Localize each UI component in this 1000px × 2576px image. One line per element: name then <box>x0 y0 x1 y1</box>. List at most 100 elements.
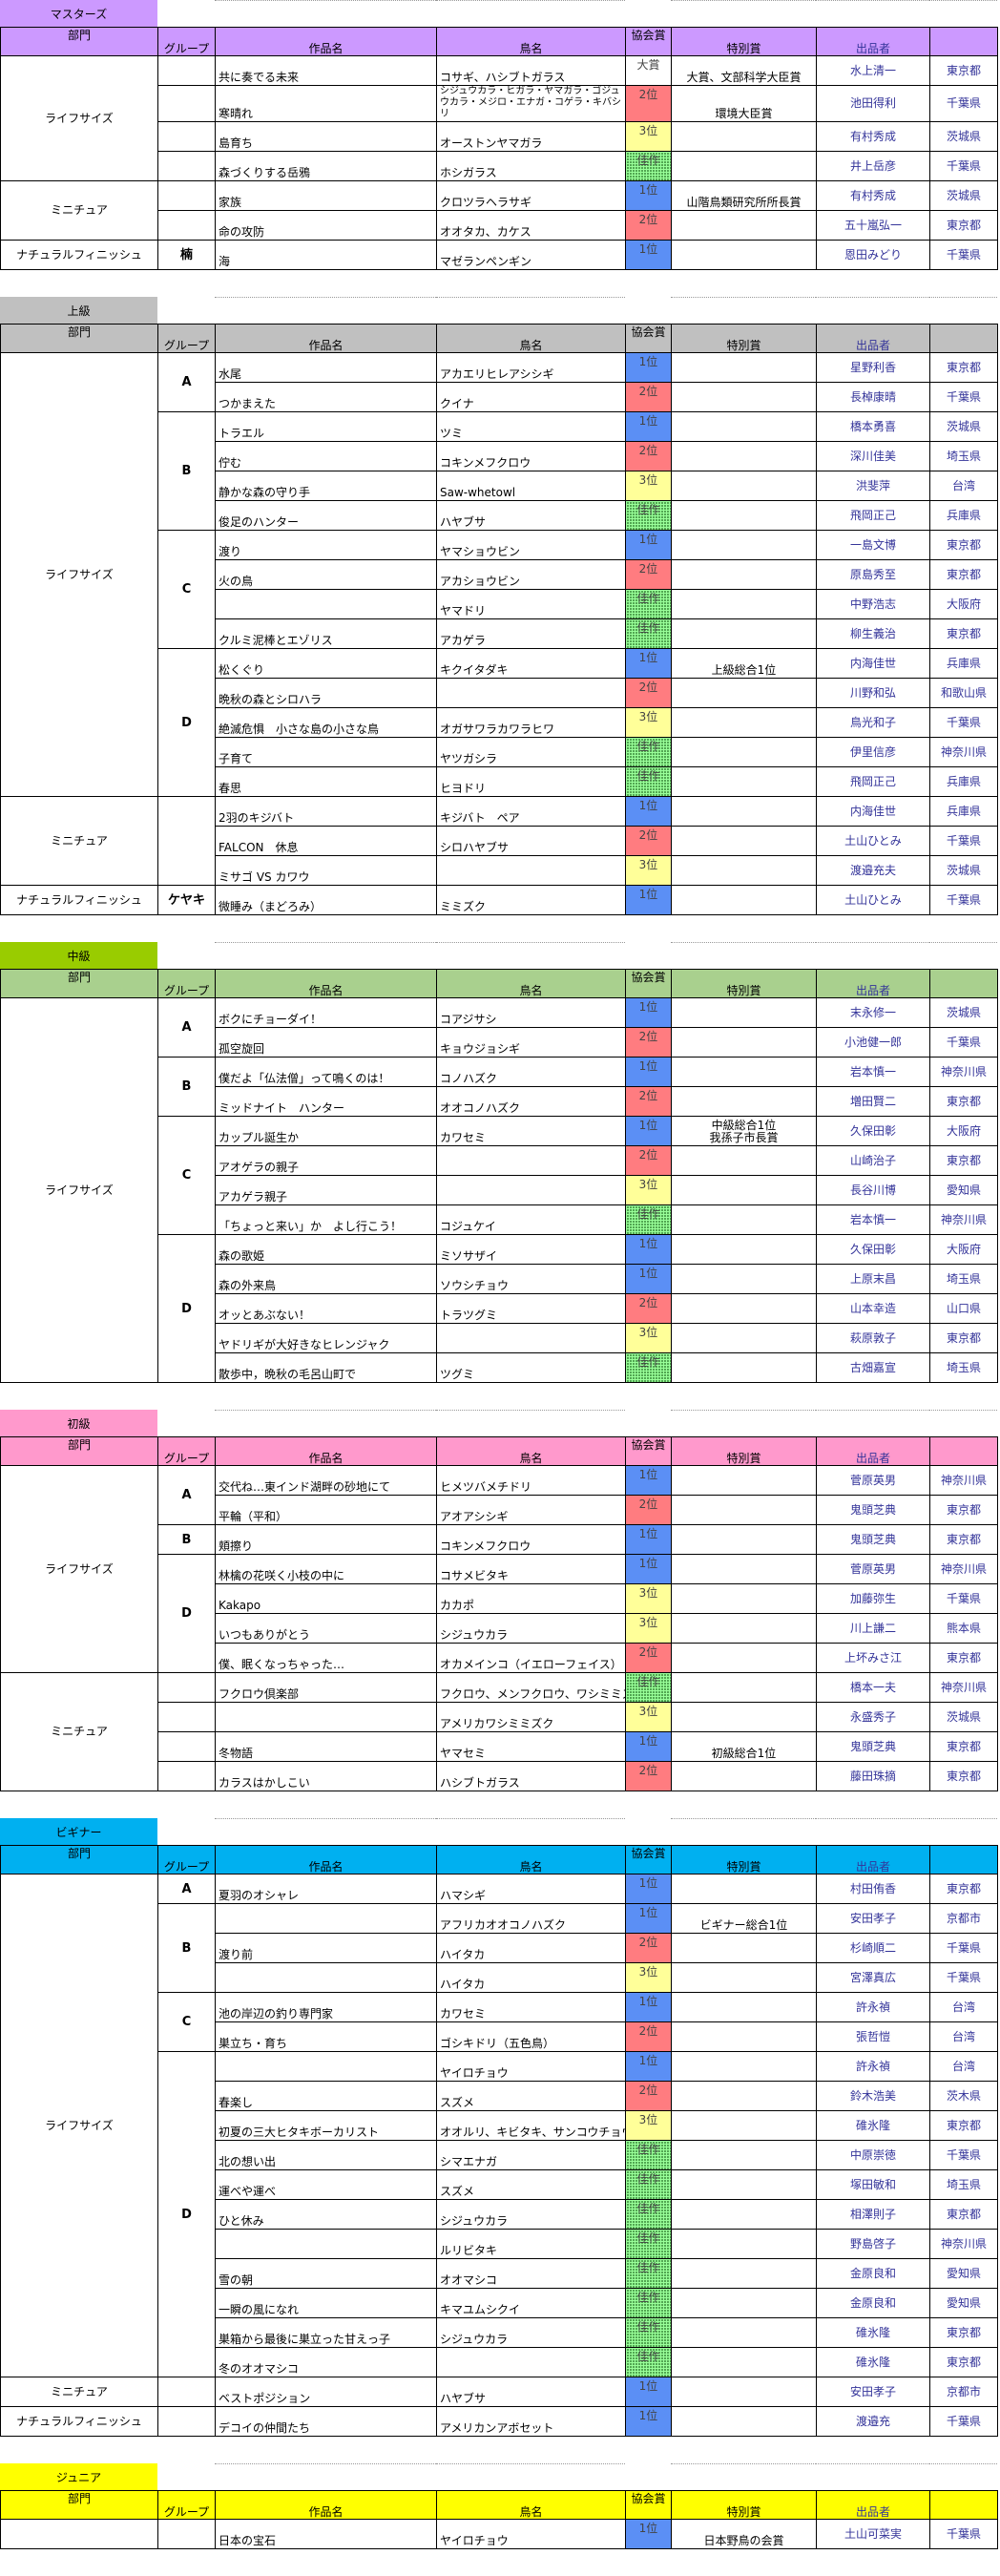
special-cell <box>671 2347 817 2377</box>
award-cell: 1位 <box>625 2519 672 2549</box>
award-cell: 3位 <box>625 1323 672 1353</box>
award-cell: 1位 <box>625 648 672 679</box>
bird-cell: オオタカ、カケス <box>436 210 626 241</box>
award-cell: 2位 <box>625 382 672 412</box>
title-cell: フクロウ倶楽部 <box>215 1672 437 1703</box>
special-cell <box>671 352 817 383</box>
title-row-blank <box>929 1410 997 1436</box>
special-cell <box>671 1583 817 1614</box>
award-cell: 佳作 <box>625 618 672 649</box>
pref-cell: 千葉県 <box>929 2140 998 2170</box>
title-row-blank <box>625 942 671 968</box>
group-cell: D <box>157 1234 216 1383</box>
award-cell: 2位 <box>625 85 672 122</box>
bird-cell: コサギ、ハシブトガラス <box>436 55 626 86</box>
bird-cell: ミミズク <box>436 885 626 915</box>
bird-cell: コキンメフクロウ <box>436 441 626 471</box>
entrant-cell: 鈴木浩美 <box>816 2081 930 2111</box>
header-pref <box>929 1845 998 1874</box>
pref-cell: 東京都 <box>929 352 998 383</box>
title-row-blank <box>215 2463 436 2490</box>
entrant-cell: 萩原敦子 <box>816 1323 930 1353</box>
title-cell: 春思 <box>215 766 437 797</box>
title-cell: トラエル <box>215 411 437 442</box>
special-cell <box>671 1962 817 1993</box>
entrant-cell: 土山ひとみ <box>816 885 930 915</box>
title-cell: 交代ね…東インド湖畔の砂地にて <box>215 1465 437 1496</box>
bird-cell <box>436 1323 626 1353</box>
special-cell <box>671 530 817 560</box>
award-cell: 1位 <box>625 411 672 442</box>
title-row-blank <box>625 0 671 26</box>
special-cell: 上級総合1位 <box>671 648 817 679</box>
pref-cell: 埼玉県 <box>929 1352 998 1383</box>
header-group: グループ <box>157 324 216 353</box>
title-cell: FALCON 休息 <box>215 826 437 856</box>
pref-cell: 埼玉県 <box>929 441 998 471</box>
title-row-blank <box>816 1410 929 1436</box>
pref-cell: 東京都 <box>929 1731 998 1762</box>
award-cell: 1位 <box>625 1874 672 1904</box>
title-cell: 僕、眠くなっちゃった… <box>215 1643 437 1673</box>
pref-cell: 埼玉県 <box>929 1264 998 1294</box>
special-cell <box>671 1554 817 1584</box>
bird-cell: オガサワラカワラヒワ <box>436 707 626 738</box>
title-cell <box>215 589 437 619</box>
bird-cell: シジュウカラ <box>436 2317 626 2348</box>
bird-cell: Saw-whetowl <box>436 471 626 501</box>
special-cell: 環境大臣賞 <box>671 85 817 122</box>
title-cell: 林檎の花咲く小枝の中に <box>215 1554 437 1584</box>
pref-cell: 神奈川県 <box>929 1672 998 1703</box>
pref-cell: 千葉県 <box>929 1027 998 1058</box>
award-cell: 1位 <box>625 885 672 915</box>
award-cell: 3位 <box>625 1613 672 1644</box>
special-cell <box>671 2406 817 2437</box>
entrant-cell: 水上清一 <box>816 55 930 86</box>
special-cell <box>671 2081 817 2111</box>
bird-cell: ヤツガシラ <box>436 737 626 767</box>
pref-cell: 東京都 <box>929 559 998 590</box>
special-cell <box>671 1613 817 1644</box>
bird-cell: ハシブトガラス <box>436 1761 626 1791</box>
special-cell <box>671 1086 817 1117</box>
pref-cell: 兵庫県 <box>929 500 998 531</box>
entrant-cell: 許永禎 <box>816 1992 930 2022</box>
entry-row: アオゲラの親子 2位 山崎治子 東京都 <box>1 1145 998 1176</box>
entrant-cell: 有村秀成 <box>816 121 930 152</box>
special-cell <box>671 678 817 708</box>
header-dept: 部門 <box>0 324 158 353</box>
section-title: ジュニア <box>0 2463 157 2490</box>
award-cell: 佳作 <box>625 1672 672 1703</box>
title-cell: Kakapo <box>215 1583 437 1614</box>
entrant-cell: 中野浩志 <box>816 589 930 619</box>
special-cell <box>671 1204 817 1235</box>
title-row-blank <box>929 0 997 27</box>
bird-cell: ヤイロチョウ <box>436 2051 626 2082</box>
group-cell: B <box>157 1903 216 1993</box>
entrant-cell: 山本幸造 <box>816 1293 930 1324</box>
section-4: ビギナー 部門 グループ 作品名 鳥名 協会賞 特別賞 出品者 ライフサイズ A 夏羽のオシャレ ハマ… <box>0 1818 998 2437</box>
special-cell <box>671 1992 817 2022</box>
award-cell: 2位 <box>625 2081 672 2111</box>
entrant-cell: 碓氷隆 <box>816 2347 930 2377</box>
pref-cell: 茨木県 <box>929 2081 998 2111</box>
entry-row: ヤマドリ 佳作 中野浩志 大阪府 <box>1 589 998 619</box>
pref-cell: 京都市 <box>929 2377 998 2407</box>
special-cell <box>671 766 817 797</box>
header-special: 特別賞 <box>671 969 817 998</box>
award-cell: 1位 <box>625 1554 672 1584</box>
pref-cell: 兵庫県 <box>929 648 998 679</box>
entry-row: ルリビタキ 佳作 野島啓子 神奈川県 <box>1 2229 998 2259</box>
entrant-cell: 永盛秀子 <box>816 1702 930 1732</box>
title-row-blank <box>436 2463 625 2490</box>
header-entrant: 出品者 <box>816 324 930 353</box>
header-award: 協会賞 <box>625 1436 672 1466</box>
group-cell <box>157 210 216 241</box>
pref-cell: 東京都 <box>929 210 998 241</box>
title-cell: 運べや運べ <box>215 2169 437 2200</box>
special-cell <box>671 1874 817 1904</box>
department-cell: ミニチュア <box>0 1672 158 1791</box>
title-cell: 佇む <box>215 441 437 471</box>
entrant-cell: 岩本慎一 <box>816 1057 930 1087</box>
special-cell <box>671 500 817 531</box>
